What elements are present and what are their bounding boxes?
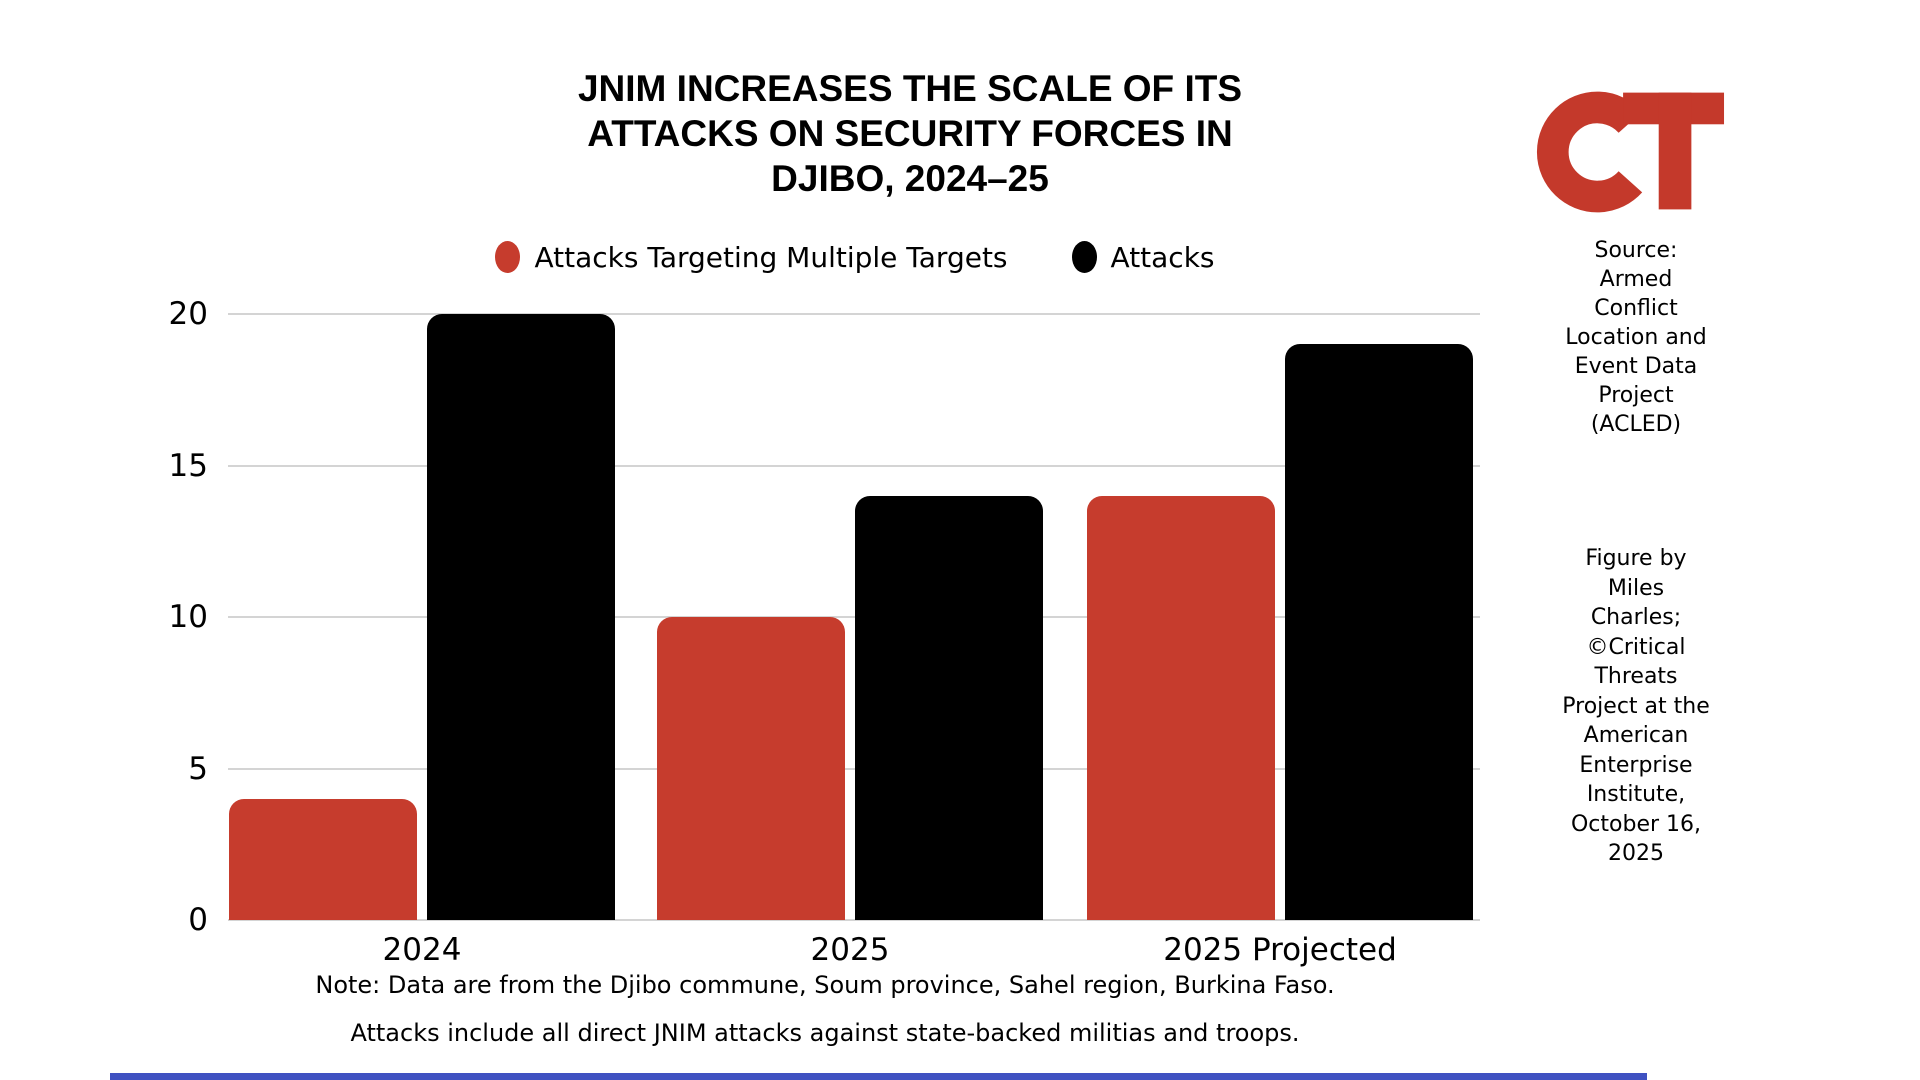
credit-line-11: 2025 xyxy=(1608,841,1664,866)
sidebar: Source: Armed Conflict Location and Event Da… xyxy=(1530,0,1742,1080)
credit-line-3: Charles; xyxy=(1590,605,1682,630)
y-tick-label-15: 15 xyxy=(168,447,208,484)
note-line-2: Attacks include all direct JNIM attacks … xyxy=(350,1019,1300,1047)
gridline-0 xyxy=(228,919,1480,921)
x-axis-label-2025: 2025 xyxy=(810,932,890,968)
figure-credit: Figure by Miles Charles; ©Critical Threats Pr… xyxy=(1520,544,1752,869)
source-line-3: Conflict xyxy=(1594,296,1678,321)
y-tick-label-20: 20 xyxy=(168,296,208,332)
critical-threats-logo-icon xyxy=(1537,91,1725,213)
plot-area xyxy=(228,313,1480,921)
credit-line-5: Threats xyxy=(1594,664,1678,689)
gridline-20 xyxy=(228,313,1480,315)
x-axis-label-2024: 2024 xyxy=(382,932,462,968)
credit-line-9: Institute, xyxy=(1586,782,1686,807)
chart-title-line-1: JNIM INCREASES THE SCALE OF ITS xyxy=(577,68,1242,109)
bar-2024-multiple-targets xyxy=(229,799,417,920)
gridline-10 xyxy=(228,616,1480,618)
credit-line-2: Miles xyxy=(1607,575,1665,601)
source-line-5: Event Data xyxy=(1574,354,1698,379)
source-line-2: Armed xyxy=(1599,267,1673,292)
credit-line-4: ©Critical xyxy=(1586,634,1686,660)
y-tick-label-10: 10 xyxy=(168,599,208,635)
source-line-6: Project xyxy=(1598,383,1674,408)
chart-title-line-2: ATTACKS ON SECURITY FORCES IN xyxy=(587,113,1233,154)
credit-line-10: October 16, xyxy=(1570,811,1702,837)
chart-title-line-3: DJIBO, 2024–25 xyxy=(771,158,1049,199)
bar-2025-attacks xyxy=(855,496,1043,920)
legend-dot-icon xyxy=(495,241,521,273)
logo-t-stem xyxy=(1658,92,1692,210)
bar-2025-projected-multiple-targets xyxy=(1087,496,1275,920)
source-line-4: Location and xyxy=(1565,325,1707,350)
credit-line-6: Project at the xyxy=(1562,693,1710,719)
credit-line-1: Figure by xyxy=(1585,546,1687,571)
note-line-1: Note: Data are from the Djibo commune, S… xyxy=(315,971,1335,999)
legend-item-multiple-targets: Attacks Targeting Multiple Targets xyxy=(495,240,1008,274)
credit-line-7: American xyxy=(1583,723,1689,748)
legend-label: Attacks Targeting Multiple Targets xyxy=(534,240,1008,274)
legend-item-attacks: Attacks xyxy=(1071,240,1215,274)
source-line-7: (ACLED) xyxy=(1590,412,1682,437)
y-tick-label-5: 5 xyxy=(188,750,208,787)
source-line-1: Source: xyxy=(1594,238,1678,263)
legend-dot-icon xyxy=(1071,241,1097,273)
source-attribution: Source: Armed Conflict Location and Event Da… xyxy=(1530,236,1742,439)
gridline-15 xyxy=(228,464,1480,467)
bottom-blue-strip xyxy=(110,1073,1647,1080)
gridline-5 xyxy=(228,767,1480,770)
credit-line-8: Enterprise xyxy=(1579,752,1693,778)
bar-2025-multiple-targets xyxy=(657,617,845,920)
y-tick-label-0: 0 xyxy=(188,902,208,938)
chart-legend: Attacks Targeting Multiple Targets Attack… xyxy=(230,236,1480,278)
x-axis-label-2025-projected: 2025 Projected xyxy=(1163,932,1397,968)
bar-2024-attacks xyxy=(427,314,615,920)
logo-c-shape xyxy=(1537,91,1643,213)
legend-label: Attacks xyxy=(1110,240,1215,274)
chart-title: JNIM INCREASES THE SCALE OF ITS ATTACKS … xyxy=(360,66,1460,201)
bar-2025-projected-attacks xyxy=(1285,344,1473,920)
